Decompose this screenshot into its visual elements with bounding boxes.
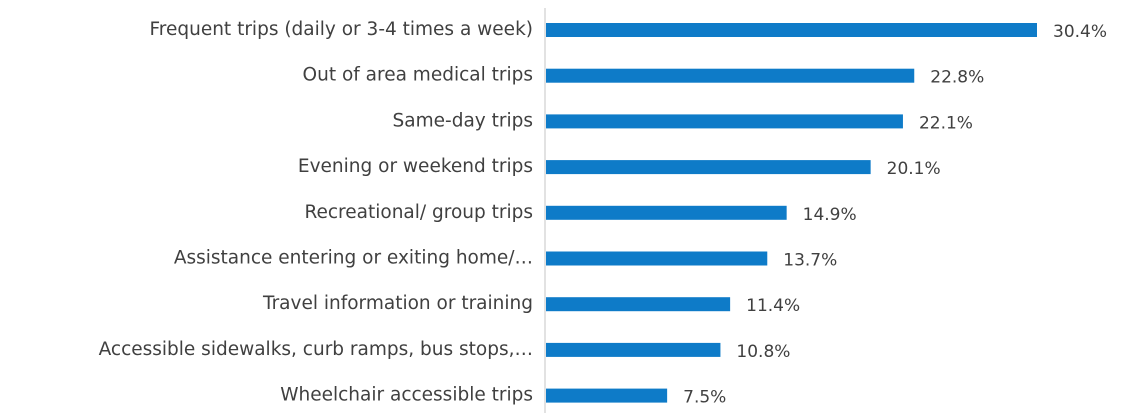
bar (546, 23, 1037, 37)
value-label: 14.9% (803, 205, 857, 225)
value-label: 7.5% (683, 388, 726, 408)
value-label: 10.8% (736, 342, 790, 362)
value-label: 22.8% (930, 68, 984, 88)
category-label: Recreational/ group trips (304, 202, 533, 223)
bar (546, 388, 668, 403)
bar (546, 68, 915, 83)
value-label: 30.4% (1053, 22, 1107, 42)
category-label: Evening or weekend trips (298, 156, 533, 177)
value-label: 11.4% (746, 296, 800, 316)
bar (546, 251, 768, 266)
category-label: Wheelchair accessible trips (280, 385, 533, 406)
category-label: Same-day trips (393, 110, 533, 131)
value-label: 13.7% (783, 251, 837, 271)
bar (546, 205, 787, 220)
category-label: Frequent trips (daily or 3-4 times a wee… (149, 19, 533, 40)
value-label: 20.1% (887, 159, 941, 179)
category-label: Assistance entering or exiting home/… (174, 248, 533, 269)
bar (546, 297, 731, 312)
bar (546, 160, 871, 175)
category-label: Out of area medical trips (303, 65, 533, 86)
value-label: 22.1% (919, 113, 973, 133)
bar (546, 342, 721, 357)
bar (546, 114, 903, 129)
category-label: Accessible sidewalks, curb ramps, bus st… (99, 339, 533, 360)
category-label: Travel information or training (262, 293, 533, 314)
